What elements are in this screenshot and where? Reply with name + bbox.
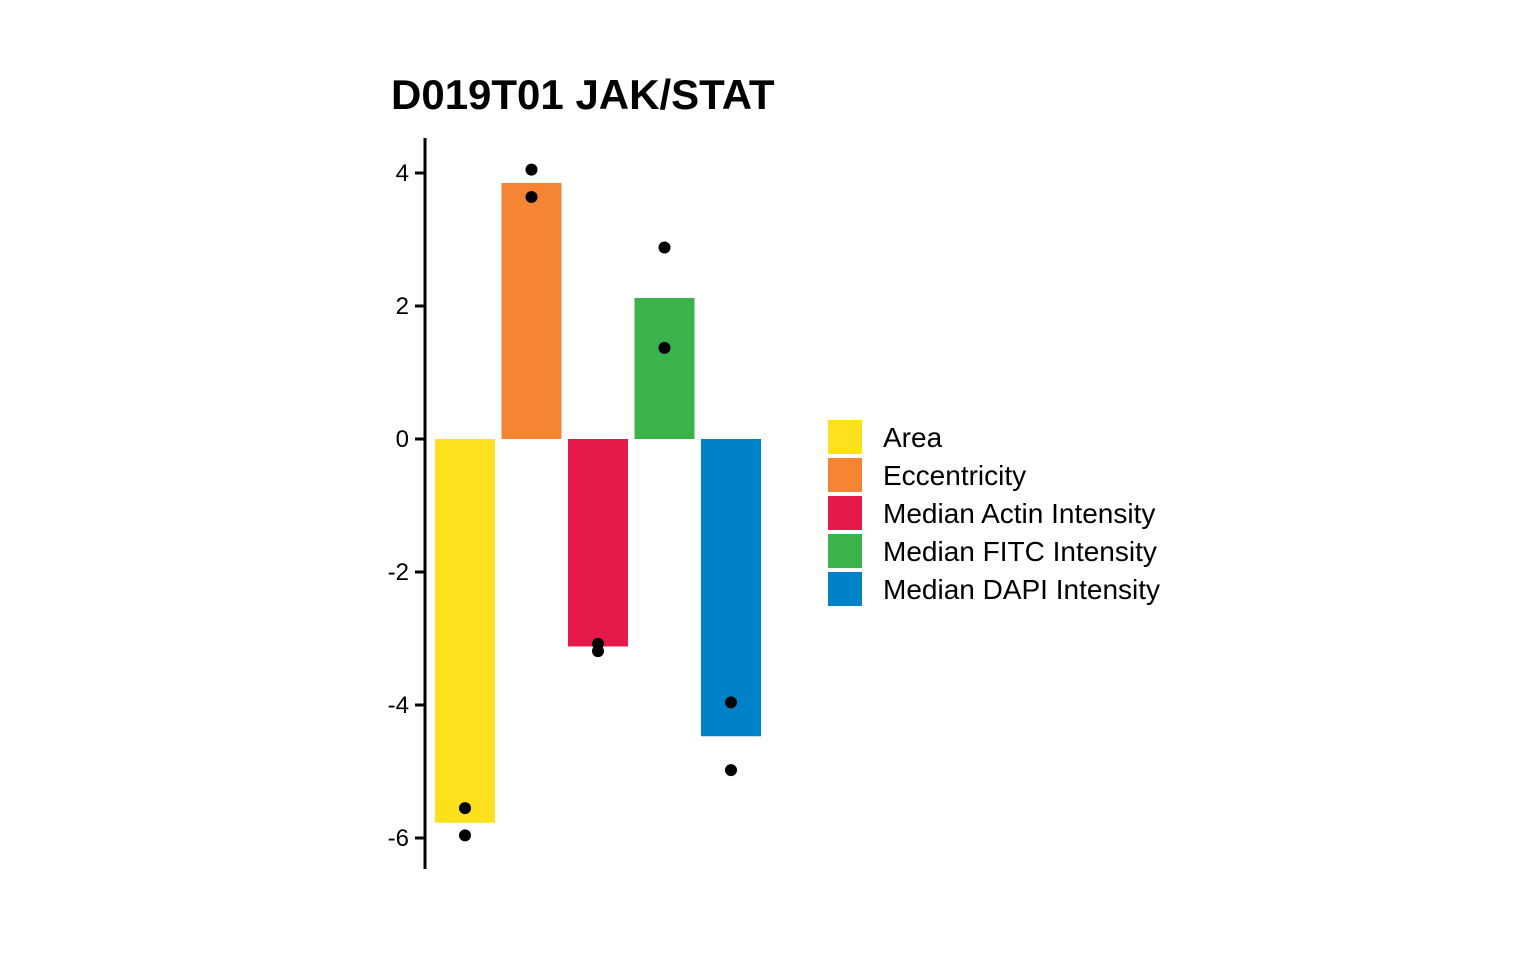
y-tick-label: -2 (388, 559, 409, 586)
bar (568, 439, 628, 647)
data-point (459, 829, 471, 842)
bar (634, 298, 695, 439)
legend-label: Median DAPI Intensity (883, 574, 1160, 605)
legend-label: Median FITC Intensity (883, 536, 1157, 567)
bar (435, 439, 495, 823)
legend-swatch (828, 420, 862, 454)
legend-swatch (828, 572, 862, 606)
data-point (658, 241, 671, 254)
y-tick-label: 0 (396, 426, 409, 453)
bar (501, 182, 562, 439)
legend-label: Eccentricity (883, 460, 1026, 491)
bar (701, 439, 761, 737)
legend-label: Median Actin Intensity (883, 498, 1155, 529)
y-tick-label: 4 (396, 160, 409, 187)
data-point (525, 190, 538, 203)
data-point (658, 341, 671, 354)
legend-swatch (828, 458, 862, 492)
y-tick-label: -6 (388, 825, 409, 852)
data-points (459, 163, 737, 842)
legend-label: Area (883, 422, 943, 453)
y-tick-label: 2 (396, 293, 409, 320)
chart-title: D019T01 JAK/STAT (391, 71, 775, 118)
y-tick-label: -4 (388, 692, 409, 719)
y-axis-ticks: 4 2 0 -2 -4 -6 (388, 160, 425, 852)
legend-swatch (828, 534, 862, 568)
legend-swatch (828, 496, 862, 530)
bars (435, 182, 761, 823)
data-point (725, 764, 737, 777)
legend: Area Eccentricity Median Actin Intensity Me… (828, 420, 1160, 606)
data-point (459, 802, 471, 815)
data-point (525, 163, 538, 176)
data-point (725, 696, 737, 709)
data-point (592, 645, 604, 658)
